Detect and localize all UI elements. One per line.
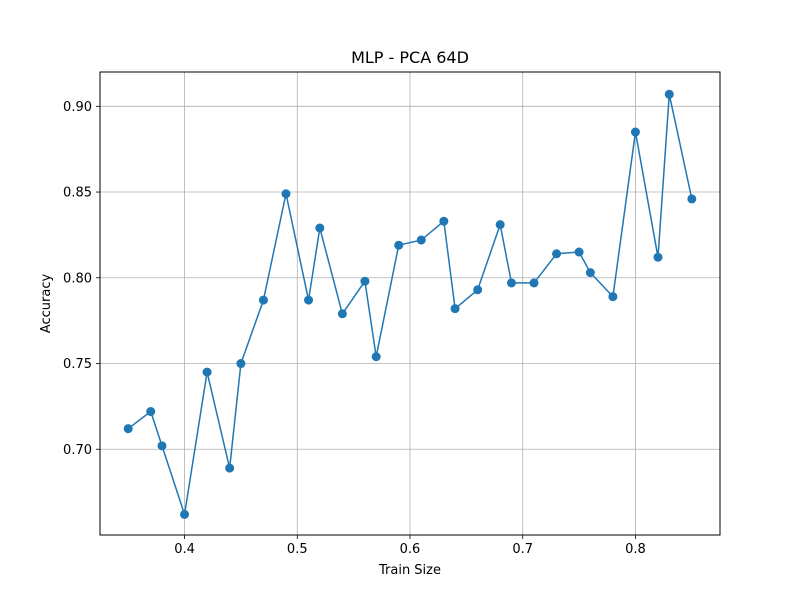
data-point <box>495 220 505 230</box>
data-point <box>337 309 347 319</box>
data-point <box>585 268 595 278</box>
x-tick-label: 0.4 <box>174 542 195 557</box>
data-point <box>360 276 370 286</box>
y-tick-label: 0.75 <box>63 357 92 372</box>
y-tick-label: 0.70 <box>63 443 92 458</box>
data-point <box>506 278 516 288</box>
data-point <box>529 278 539 288</box>
data-point <box>123 424 133 434</box>
data-point <box>371 352 381 362</box>
data-point <box>146 407 156 417</box>
series-accuracy <box>123 89 697 519</box>
data-point <box>439 216 449 226</box>
data-point <box>664 89 674 99</box>
x-axis: 0.4 0.5 0.6 0.7 0.8 <box>174 535 646 557</box>
data-point <box>473 285 483 295</box>
data-point <box>258 295 268 305</box>
data-point <box>450 304 460 314</box>
data-point <box>687 194 697 204</box>
y-axis: 0.70 0.75 0.80 0.85 0.90 <box>63 100 100 458</box>
chart-title: MLP - PCA 64D <box>351 48 469 67</box>
data-point <box>225 463 235 473</box>
data-point <box>394 240 404 250</box>
series-line <box>127 93 693 516</box>
x-tick-label: 0.6 <box>400 542 421 557</box>
data-point <box>202 367 212 377</box>
data-point <box>236 359 246 369</box>
data-point <box>552 249 562 259</box>
data-point <box>180 509 190 519</box>
data-point <box>157 441 167 451</box>
data-point <box>574 247 584 257</box>
data-point <box>653 252 663 262</box>
x-tick-label: 0.5 <box>287 542 308 557</box>
y-axis-label: Accuracy <box>39 274 54 334</box>
data-point <box>416 235 426 245</box>
y-tick-label: 0.90 <box>63 100 92 115</box>
x-axis-label: Train Size <box>378 563 441 578</box>
y-tick-label: 0.85 <box>63 186 92 201</box>
x-tick-label: 0.7 <box>512 542 533 557</box>
grid-lines <box>100 72 720 535</box>
y-tick-label: 0.80 <box>63 271 92 286</box>
x-tick-label: 0.8 <box>625 542 646 557</box>
data-point <box>281 189 291 199</box>
data-point <box>608 292 618 302</box>
data-point <box>304 295 314 305</box>
data-point <box>315 223 325 233</box>
data-point <box>630 127 640 137</box>
